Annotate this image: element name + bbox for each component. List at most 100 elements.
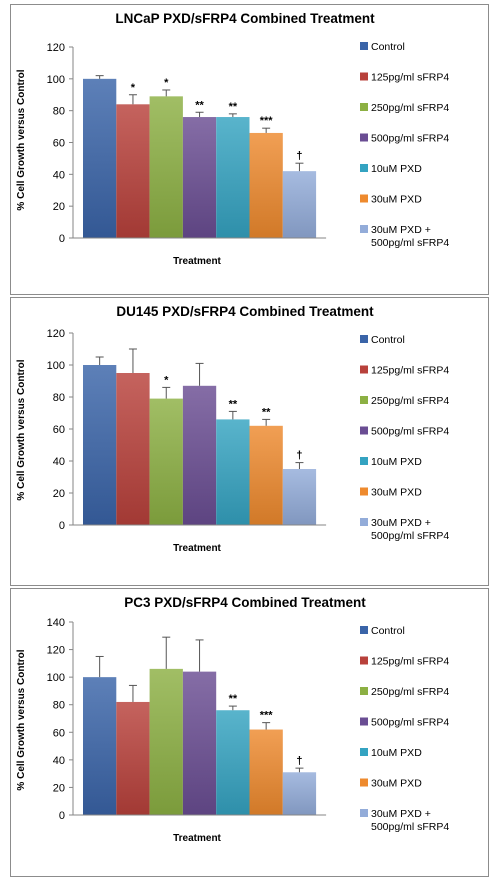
y-tick-label: 120 <box>47 42 65 54</box>
y-tick-label: 20 <box>53 782 65 794</box>
legend: Control 125pg/ml sFRP4 250pg/ml sFRP4 500pg… <box>360 625 449 833</box>
legend-entry: 125pg/ml sFRP4 <box>371 72 449 84</box>
legend-swatch <box>360 133 368 142</box>
y-axis-label: % Cell Growth versus Control <box>16 649 27 790</box>
significance-label: † <box>296 150 302 162</box>
bar-5 <box>216 117 250 238</box>
y-tick-label: 80 <box>53 392 65 404</box>
legend-entry: 10uM PXD <box>371 163 422 175</box>
legend: Control 125pg/ml sFRP4 250pg/ml sFRP4 500pg… <box>360 41 449 249</box>
bar-7 <box>282 772 317 815</box>
bar-4 <box>182 671 217 815</box>
legend-swatch <box>360 335 368 343</box>
bar-6 <box>249 132 283 238</box>
significance-label: * <box>164 374 169 386</box>
bar-4 <box>182 385 217 525</box>
bar-2 <box>116 701 150 815</box>
legend-swatch <box>360 748 368 756</box>
x-axis-label: Treatment <box>173 833 221 844</box>
legend-entry: 30uM PXD <box>371 487 422 499</box>
legend-entry: 500pg/ml sFRP4 <box>371 426 449 438</box>
legend-entry: 10uM PXD <box>371 747 422 759</box>
y-tick-label: 120 <box>47 328 65 340</box>
y-tick-label: 100 <box>47 74 65 86</box>
bar-1 <box>83 365 117 525</box>
legend-entry: 500pg/ml sFRP4 <box>371 717 449 729</box>
y-tick-label: 80 <box>53 700 65 712</box>
significance-label: ** <box>229 101 238 113</box>
chart-title: DU145 PXD/sFRP4 Combined Treatment <box>116 304 374 319</box>
legend-swatch <box>360 518 368 526</box>
bar-1 <box>83 78 117 238</box>
legend-entry: 30uM PXD + <box>371 224 431 236</box>
significance-label: ** <box>195 99 204 111</box>
legend-swatch <box>360 626 368 634</box>
legend-swatch <box>360 778 368 787</box>
legend-entry-line2: 500pg/ml sFRP4 <box>371 530 449 542</box>
significance-label: ** <box>229 398 238 410</box>
chart-panel-1: LNCaP PXD/sFRP4 Combined Treatment 0 20 40 6… <box>10 4 489 295</box>
significance-label: ** <box>229 693 238 705</box>
legend-swatch <box>360 164 368 172</box>
legend-swatch <box>360 396 368 404</box>
legend-entry: 30uM PXD <box>371 778 422 790</box>
legend-swatch <box>360 365 368 374</box>
legend-entry: 500pg/ml sFRP4 <box>371 133 449 145</box>
legend-entry-line2: 500pg/ml sFRP4 <box>371 821 449 833</box>
y-tick-label: 100 <box>47 360 65 372</box>
bar-4 <box>182 117 217 238</box>
significance-label: ** <box>262 406 271 418</box>
legend-entry: 250pg/ml sFRP4 <box>371 686 449 698</box>
y-tick-label: 20 <box>53 488 65 500</box>
significance-label: † <box>296 450 302 462</box>
bar-2 <box>116 373 150 525</box>
bar-6 <box>249 729 283 815</box>
bar-5 <box>216 419 250 525</box>
legend-entry: Control <box>371 625 405 637</box>
legend-entry: 250pg/ml sFRP4 <box>371 395 449 407</box>
x-axis-label: Treatment <box>173 543 221 554</box>
legend-entry: 30uM PXD + <box>371 808 431 820</box>
chart-title: LNCaP PXD/sFRP4 Combined Treatment <box>115 11 375 26</box>
chart-panel-3: PC3 PXD/sFRP4 Combined Treatment 0 20 40 60 8… <box>10 588 489 877</box>
bar-2 <box>116 104 150 238</box>
y-tick-label: 60 <box>53 424 65 436</box>
y-tick-label: 140 <box>47 617 65 629</box>
significance-label: † <box>296 755 302 767</box>
legend-swatch <box>360 426 368 435</box>
legend: Control 125pg/ml sFRP4 250pg/ml sFRP4 500pg… <box>360 334 449 542</box>
legend-entry: 250pg/ml sFRP4 <box>371 102 449 114</box>
legend-entry-line2: 500pg/ml sFRP4 <box>371 237 449 249</box>
legend-swatch <box>360 72 368 81</box>
legend-swatch <box>360 194 368 203</box>
legend-swatch <box>360 656 368 665</box>
significance-label: *** <box>260 115 274 127</box>
legend-entry: Control <box>371 334 405 346</box>
bar-5 <box>216 710 250 815</box>
y-tick-label: 0 <box>59 233 65 245</box>
y-tick-label: 80 <box>53 106 65 118</box>
bar-3 <box>149 668 183 815</box>
legend-swatch <box>360 487 368 496</box>
bar-6 <box>249 425 283 525</box>
bar-3 <box>149 96 183 238</box>
y-tick-label: 0 <box>59 520 65 532</box>
y-tick-label: 0 <box>59 810 65 822</box>
bar-7 <box>282 469 317 525</box>
y-tick-label: 40 <box>53 755 65 767</box>
legend-entry: Control <box>371 41 405 53</box>
chart-panel-2: DU145 PXD/sFRP4 Combined Treatment 0 20 40 6… <box>10 297 489 586</box>
legend-swatch <box>360 103 368 111</box>
y-tick-label: 40 <box>53 169 65 181</box>
legend-swatch <box>360 809 368 817</box>
significance-label: * <box>164 77 169 89</box>
legend-swatch <box>360 225 368 233</box>
y-tick-label: 20 <box>53 201 65 213</box>
legend-swatch <box>360 717 368 726</box>
significance-label: * <box>131 82 136 94</box>
significance-label: *** <box>260 710 274 722</box>
y-tick-label: 60 <box>53 727 65 739</box>
bar-1 <box>83 677 117 815</box>
